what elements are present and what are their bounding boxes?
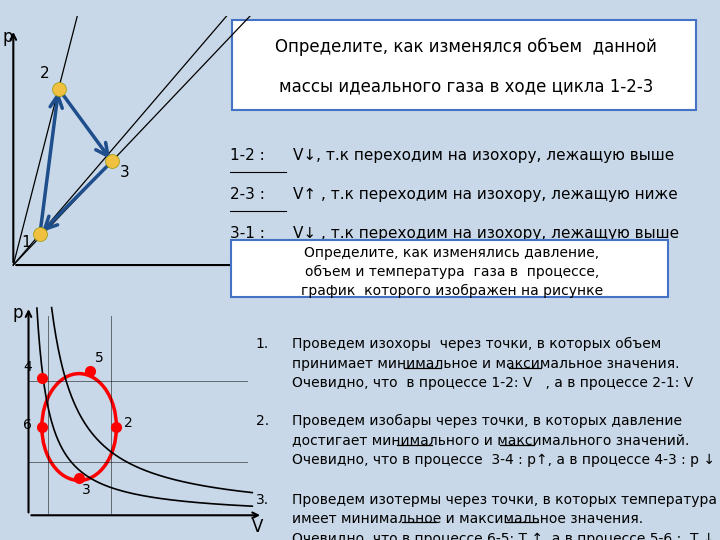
Text: Проведем изобары через точки, в которых давление
достигает минимального и максим: Проведем изобары через точки, в которых … xyxy=(292,414,715,467)
Text: 2-3 :: 2-3 : xyxy=(230,187,265,202)
Text: V↓, т.к переходим на изохору, лежащую выше: V↓, т.к переходим на изохору, лежащую вы… xyxy=(293,147,675,163)
FancyBboxPatch shape xyxy=(232,20,696,110)
Text: 3: 3 xyxy=(82,483,91,497)
Text: T: T xyxy=(243,264,253,282)
Text: 3-1 :: 3-1 : xyxy=(230,226,265,241)
Text: V↑ , т.к переходим на изохору, лежащую ниже: V↑ , т.к переходим на изохору, лежащую н… xyxy=(293,187,678,202)
Text: 2: 2 xyxy=(40,66,50,82)
Text: Проведем изохоры  через точки, в которых объем
принимает минимальное и максималь: Проведем изохоры через точки, в которых … xyxy=(292,337,720,390)
Text: Определите, как изменялись давление,: Определите, как изменялись давление, xyxy=(305,246,599,260)
Text: 2.: 2. xyxy=(256,414,269,428)
Text: 3: 3 xyxy=(120,165,130,180)
Text: 4: 4 xyxy=(23,360,32,374)
Text: 1-2 :: 1-2 : xyxy=(230,147,265,163)
Text: 3.: 3. xyxy=(256,493,269,507)
Text: 5: 5 xyxy=(95,351,104,365)
Text: Определите, как изменялся объем  данной: Определите, как изменялся объем данной xyxy=(275,38,657,56)
Text: p: p xyxy=(12,304,23,322)
Text: 6: 6 xyxy=(23,418,32,433)
Text: 1.: 1. xyxy=(256,337,269,351)
Text: 1: 1 xyxy=(22,235,31,250)
Text: V: V xyxy=(252,518,264,536)
Text: p: p xyxy=(3,28,13,46)
Text: Проведем изотермы через точки, в которых температура
имеет минимальное и максима: Проведем изотермы через точки, в которых… xyxy=(292,493,717,540)
Text: объем и температура  газа в  процессе,: объем и температура газа в процессе, xyxy=(305,265,599,279)
FancyBboxPatch shape xyxy=(231,240,668,297)
Text: график  которого изображен на рисунке: график которого изображен на рисунке xyxy=(301,284,603,298)
Text: 2: 2 xyxy=(125,416,133,430)
Text: массы идеального газа в ходе цикла 1-2-3: массы идеального газа в ходе цикла 1-2-3 xyxy=(279,77,653,95)
Text: V↓ , т.к переходим на изохору, лежащую выше: V↓ , т.к переходим на изохору, лежащую в… xyxy=(293,226,679,241)
